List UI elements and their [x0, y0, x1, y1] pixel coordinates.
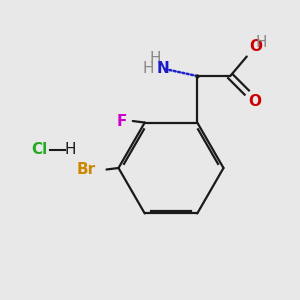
Text: O: O	[248, 94, 261, 109]
Text: H: H	[143, 61, 154, 76]
Text: H: H	[255, 35, 267, 50]
Text: H: H	[65, 142, 76, 158]
Text: Cl: Cl	[31, 142, 47, 158]
Text: H: H	[149, 50, 161, 65]
Text: O: O	[249, 39, 262, 54]
Text: Br: Br	[77, 162, 96, 177]
Text: F: F	[116, 113, 127, 128]
Text: N: N	[156, 61, 169, 76]
